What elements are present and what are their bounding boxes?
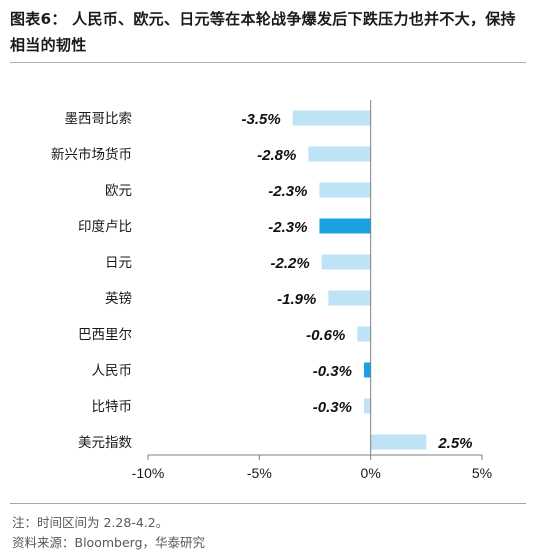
bar-2 xyxy=(319,182,371,198)
category-label-2: 欧元 xyxy=(105,183,132,199)
bar-0 xyxy=(292,110,371,126)
category-label-5: 英镑 xyxy=(105,290,132,307)
data-label-1: -2.8% xyxy=(257,147,296,164)
x-tick-label-1: -5% xyxy=(247,465,272,481)
data-label-0: -3.5% xyxy=(242,111,281,128)
category-label-8: 比特币 xyxy=(92,399,133,415)
data-label-6: -0.6% xyxy=(306,327,345,344)
data-label-7: -0.3% xyxy=(313,363,352,380)
data-label-9: 2.5% xyxy=(437,435,472,452)
category-label-4: 日元 xyxy=(105,255,132,271)
bar-8 xyxy=(363,398,371,414)
category-label-1: 新兴市场货币 xyxy=(51,146,132,163)
category-label-0: 墨西哥比索 xyxy=(65,111,133,127)
data-label-5: -1.9% xyxy=(277,291,316,308)
bar-4 xyxy=(321,254,371,270)
source-note: 资料来源：Bloomberg，华泰研究 xyxy=(12,535,205,550)
bar-3 xyxy=(319,218,371,234)
data-label-4: -2.2% xyxy=(270,255,309,272)
title-divider xyxy=(10,62,526,63)
bar-7 xyxy=(363,362,371,378)
category-label-6: 巴西里尔 xyxy=(78,327,132,343)
data-label-8: -0.3% xyxy=(313,399,352,416)
bar-6 xyxy=(357,326,371,342)
figure-title: 图表6： 人民币、欧元、日元等在本轮战争爆发后下跌压力也并不大，保持相当的韧性 xyxy=(10,10,516,54)
category-label-9: 美元指数 xyxy=(78,435,132,451)
bar-chart: 墨西哥比索 -3.5% 新兴市场货币 -2.8% 欧元 -2.3% 印度卢比 -2.3% 日元 -… xyxy=(51,100,492,481)
x-tick-label-3: 5% xyxy=(472,465,492,481)
bar-5 xyxy=(328,290,371,306)
bar-1 xyxy=(308,146,371,162)
time-range-note: 注：时间区间为 2.28-4.2。 xyxy=(12,515,169,530)
footer-divider xyxy=(10,503,526,504)
x-tick-label-2: 0% xyxy=(361,465,381,481)
category-label-7: 人民币 xyxy=(92,363,133,379)
category-label-3: 印度卢比 xyxy=(78,219,132,235)
x-tick-label-0: -10% xyxy=(132,465,165,481)
data-label-3: -2.3% xyxy=(268,219,307,236)
bar-9 xyxy=(370,434,427,450)
data-label-2: -2.3% xyxy=(268,183,307,200)
